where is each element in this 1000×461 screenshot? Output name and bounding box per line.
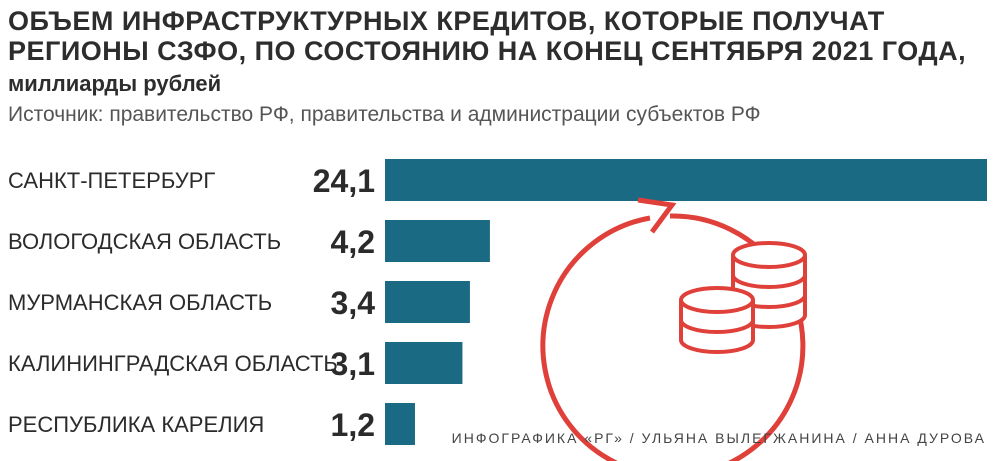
category-label: КАЛИНИНГРАДСКАЯ ОБЛАСТЬ: [8, 351, 338, 376]
value-label: 3,4: [331, 285, 376, 321]
bar: [385, 403, 415, 445]
refresh-arrow-head: [637, 197, 677, 234]
bar: [385, 159, 987, 201]
credit-line: ИНФОГРАФИКА «РГ» / УЛЬЯНА ВЫЛЕГЖАНИНА / …: [451, 430, 986, 446]
coin-stacks-icon: [679, 241, 807, 354]
bars-layer: САНКТ-ПЕТЕРБУРГ 24,1 ВОЛОГОДСКАЯ ОБЛАСТЬ 4,…: [8, 159, 987, 445]
source-note: Источник: правительство РФ, правительств…: [8, 103, 761, 126]
bar: [385, 220, 490, 262]
unit-label: миллиарды рублей: [8, 71, 222, 96]
bar: [385, 342, 463, 384]
category-label: РЕСПУБЛИКА КАРЕЛИЯ: [8, 412, 264, 437]
value-label: 1,2: [331, 407, 375, 443]
category-label: МУРМАНСКАЯ ОБЛАСТЬ: [8, 290, 272, 315]
coins-refresh-icon: [540, 197, 807, 461]
chart-title: ОБЪЕМ ИНФРАСТРУКТУРНЫХ КРЕДИТОВ, КОТОРЫЕ…: [8, 6, 967, 66]
category-label: ВОЛОГОДСКАЯ ОБЛАСТЬ: [8, 229, 281, 254]
category-label: САНКТ-ПЕТЕРБУРГ: [8, 168, 215, 193]
bar: [385, 281, 470, 323]
value-label: 4,2: [331, 224, 375, 260]
value-label: 3,1: [331, 346, 375, 382]
value-label: 24,1: [313, 163, 375, 199]
